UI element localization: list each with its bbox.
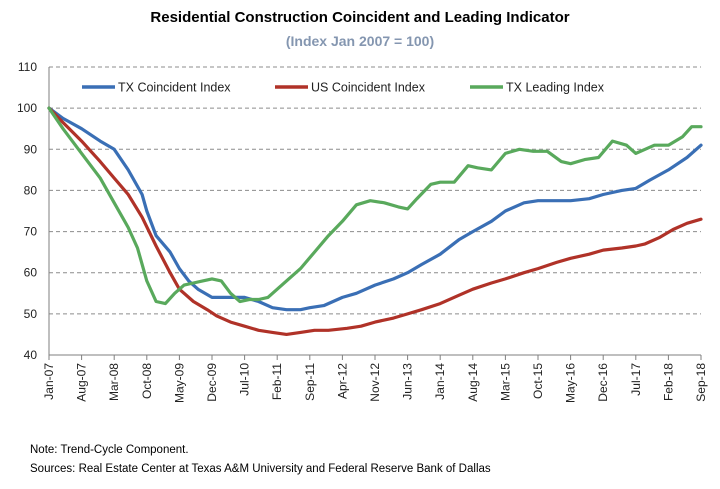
x-tick-label: Oct-15 <box>531 363 545 399</box>
x-tick-label: Sep-18 <box>694 363 708 402</box>
x-tick-label: Jul-17 <box>629 363 643 396</box>
y-tick-label: 70 <box>24 225 38 239</box>
y-tick-label: 50 <box>24 307 38 321</box>
x-tick-label: May-09 <box>172 363 186 403</box>
x-tick-label: Dec-16 <box>596 363 610 402</box>
chart-note: Note: Trend-Cycle Component. <box>30 444 189 456</box>
y-tick-label: 100 <box>17 101 37 115</box>
gridlines <box>49 66 701 315</box>
x-tick-label: Feb-18 <box>661 363 675 401</box>
x-tick-label: Oct-08 <box>140 363 154 399</box>
line-chart: 40 50 60 70 80 90 100 110 Jan-07 Aug-07 Mar-08 Oct-… <box>17 60 708 403</box>
series-lines <box>47 106 703 336</box>
series-line <box>47 106 703 306</box>
chart-sources: Sources: Real Estate Center at Texas A&M… <box>30 463 491 475</box>
x-tick-label: Jan-14 <box>433 363 447 400</box>
legend-label: TX Coincident Index <box>118 81 231 95</box>
x-tick-label: Dec-09 <box>205 363 219 402</box>
x-tick-label: Mar-08 <box>107 363 121 401</box>
y-tick-label: 40 <box>24 348 38 362</box>
series-line <box>47 106 703 312</box>
y-tick-label: 60 <box>24 266 38 280</box>
chart-title: Residential Construction Coincident and … <box>150 9 570 26</box>
x-tick-label: Aug-07 <box>75 363 89 402</box>
y-tick-label: 80 <box>24 183 38 197</box>
x-tick-label: Feb-11 <box>270 363 284 400</box>
x-tick-label: May-16 <box>564 363 578 403</box>
x-tick-label: Jan-07 <box>42 363 56 400</box>
x-tick-label: Aug-14 <box>466 363 480 402</box>
x-tick-label: Apr-12 <box>335 363 349 399</box>
x-tick-label: Mar-15 <box>498 363 512 401</box>
axes: 40 50 60 70 80 90 100 110 Jan-07 Aug-07 Mar-08 Oct-… <box>17 60 708 403</box>
y-tick-label: 110 <box>18 60 37 74</box>
legend-label: TX Leading Index <box>506 81 605 95</box>
chart-subtitle: (Index Jan 2007 = 100) <box>285 33 435 49</box>
x-tick-label: Jul-10 <box>238 363 252 396</box>
legend-label: US Coincident Index <box>311 81 426 95</box>
y-tick-label: 90 <box>24 142 38 156</box>
legend: TX Coincident Index US Coincident Index TX… <box>82 81 605 95</box>
x-tick-label: Nov-12 <box>368 363 382 402</box>
series-line <box>47 106 703 336</box>
x-tick-label: Jun-13 <box>401 363 415 400</box>
x-tick-label: Sep-11 <box>303 363 317 401</box>
